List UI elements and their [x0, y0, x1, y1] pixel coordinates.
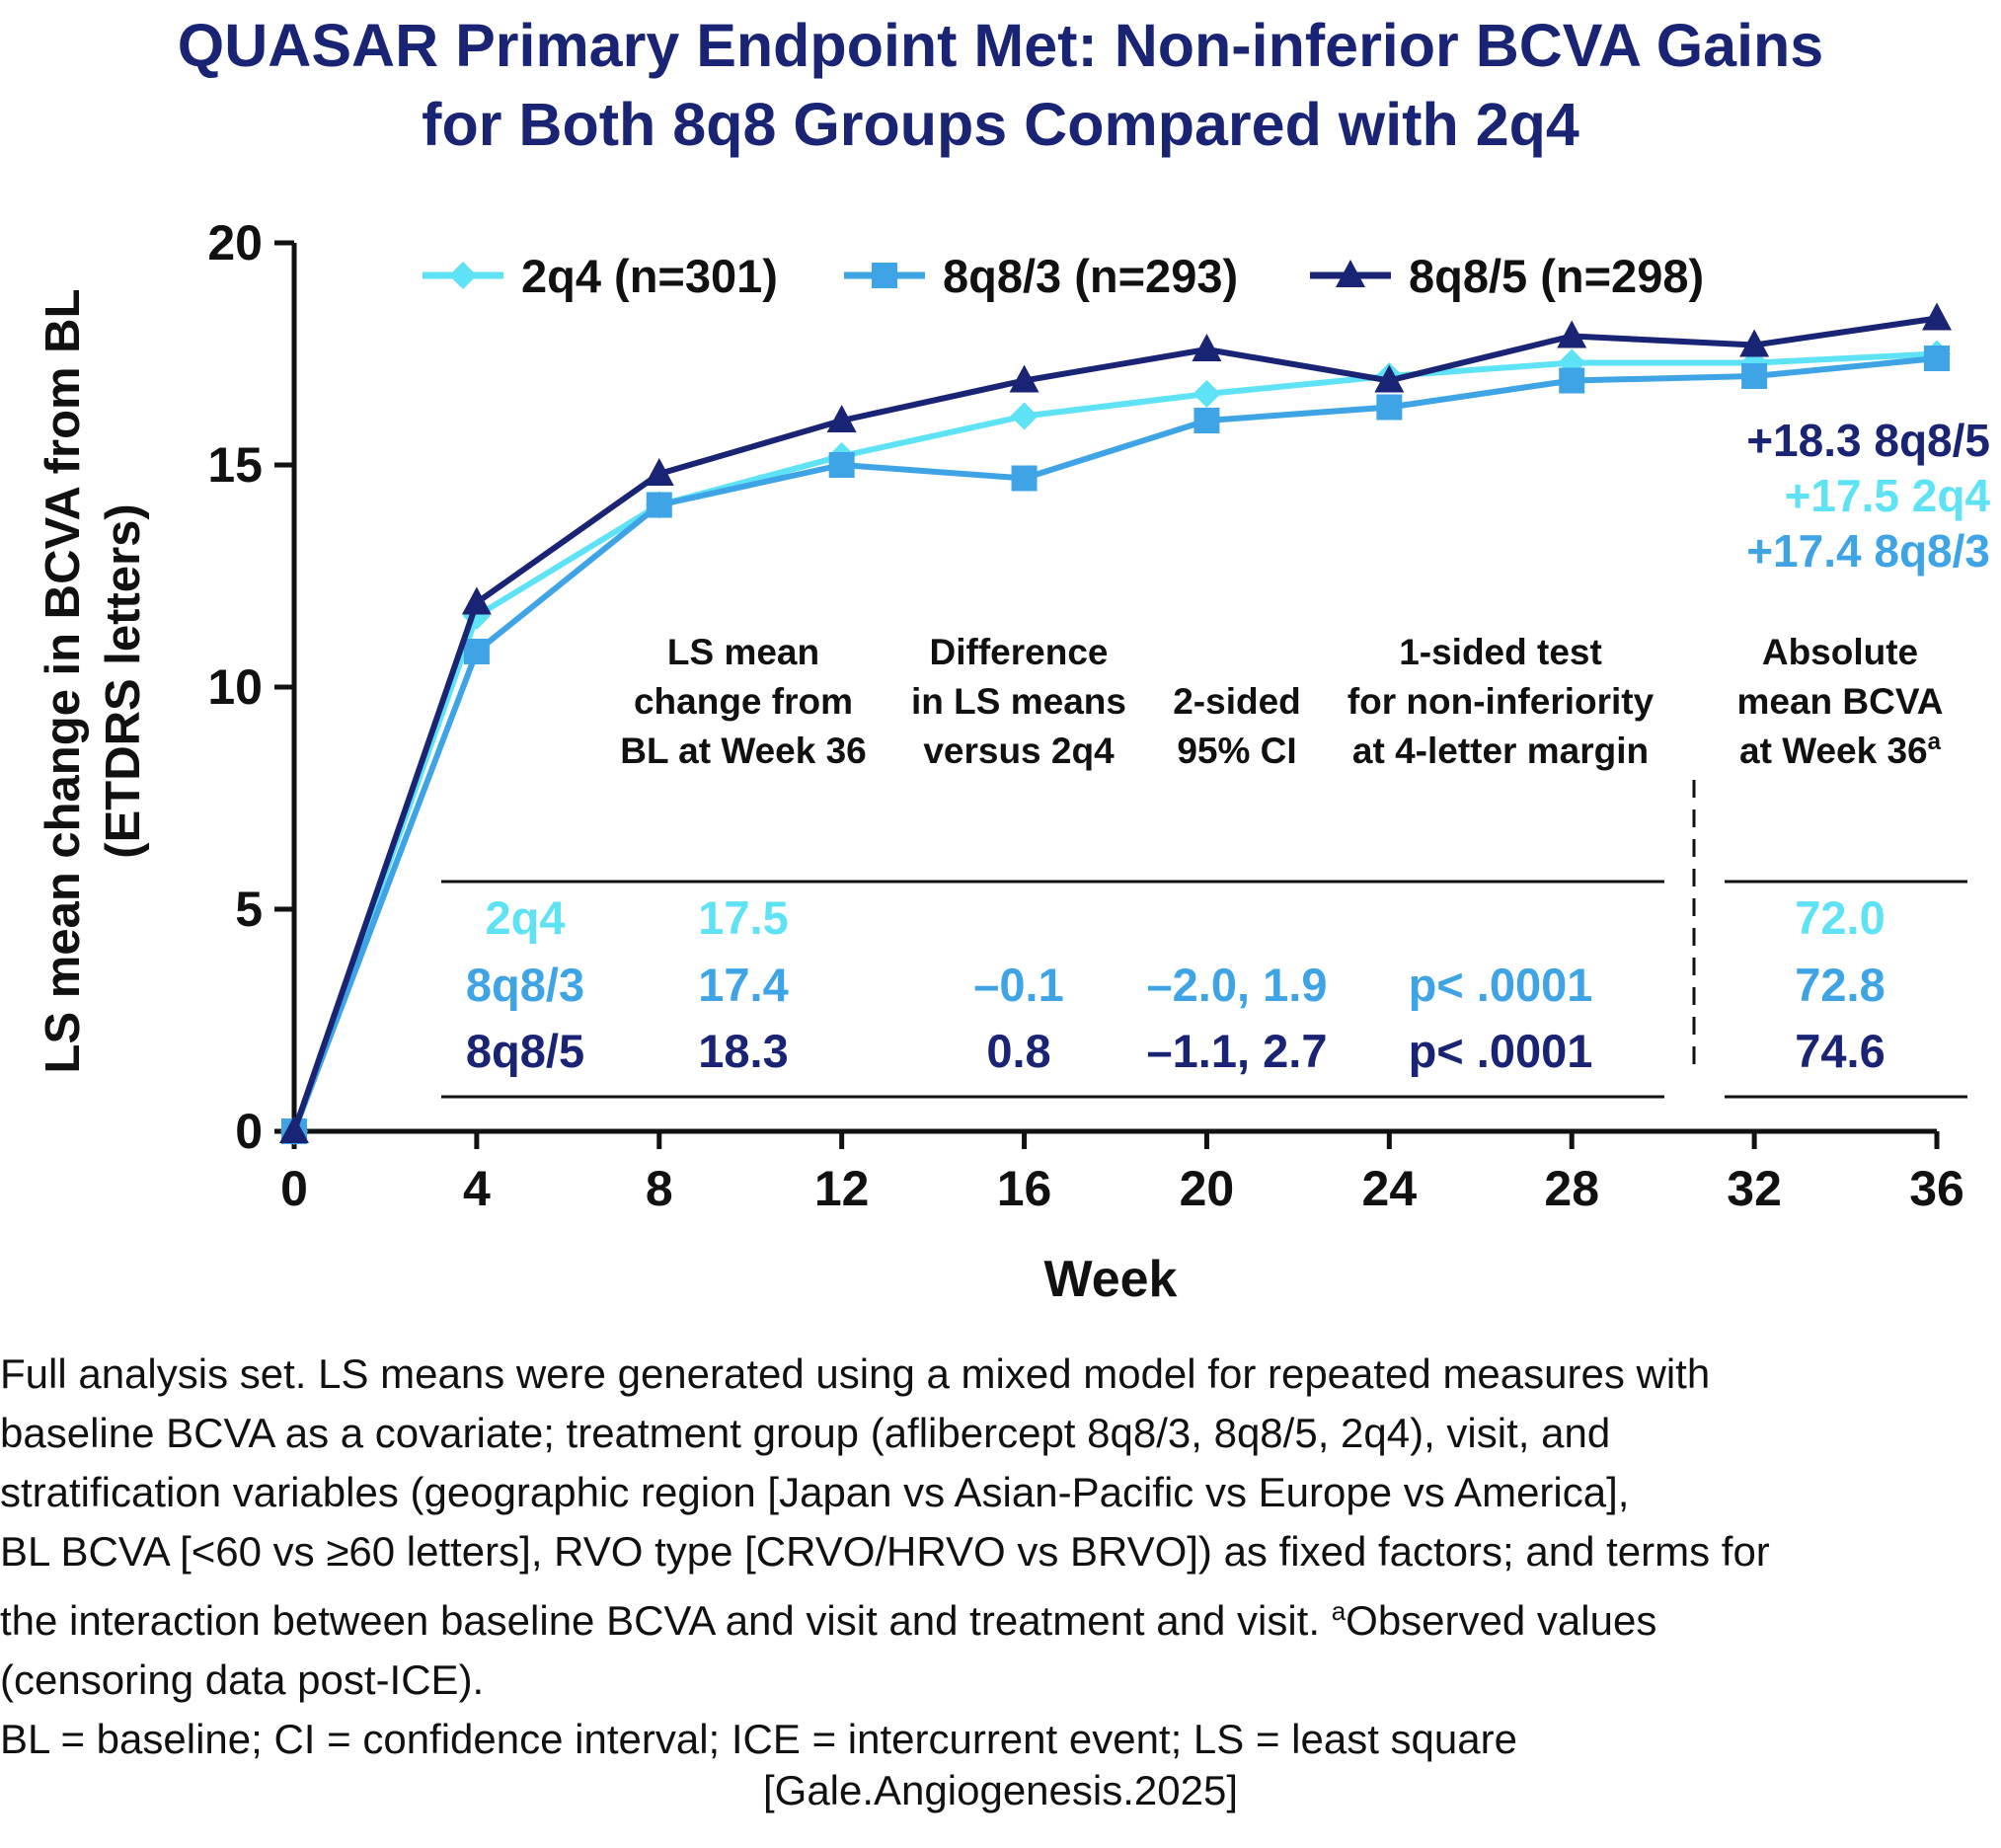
x-tick-label: 0 [280, 1161, 308, 1216]
table-header: 95% CI [1177, 731, 1296, 771]
data-point-8q8-5 [1739, 329, 1770, 357]
y-axis-title-line1: LS mean change in BCVA from BL [37, 289, 90, 1074]
series-line-8q8-3 [291, 355, 1938, 1133]
legend-marker [449, 262, 477, 289]
x-tick-label: 20 [1180, 1161, 1235, 1216]
table-cell: 17.5 [698, 891, 788, 944]
table-header: Difference [930, 632, 1109, 672]
footnote-text: the interaction between baseline BCVA an… [0, 1597, 1321, 1644]
data-point-8q8-5 [461, 586, 492, 615]
data-point-8q8-3 [646, 492, 672, 518]
table-header: change from [634, 681, 853, 722]
x-tick-label: 28 [1544, 1161, 1599, 1216]
y-tick-label: 15 [207, 437, 263, 493]
footnote-line: BL BCVA [<60 vs ≥60 letters], RVO type [… [0, 1528, 1770, 1575]
footnote-line: stratification variables (geographic reg… [0, 1469, 1630, 1515]
table-header: at 4-letter margin [1352, 731, 1649, 771]
footnote-line: (censoring data post-ICE). [0, 1656, 485, 1703]
end-value-label: +18.3 8q8/5 [1746, 415, 1990, 466]
table-cell: –1.1, 2.7 [1147, 1025, 1328, 1077]
data-point-8q8-3 [828, 452, 855, 478]
series-line-2q4 [291, 350, 1938, 1133]
table-cell: 18.3 [698, 1025, 788, 1077]
table-header: at Week 36a [1739, 729, 1942, 771]
x-tick-label: 8 [646, 1161, 673, 1216]
table-header: LS mean [667, 632, 819, 672]
data-point-8q8-3 [1741, 363, 1768, 389]
table-cell: 2q4 [486, 891, 566, 944]
table-cell: 74.6 [1795, 1025, 1885, 1077]
x-axis-title: Week [1044, 1251, 1178, 1308]
footnote-marker: a [1331, 1596, 1347, 1626]
data-point-8q8-3 [1559, 367, 1585, 394]
table-cell: p< .0001 [1409, 1025, 1593, 1077]
data-point-8q8-5 [1192, 334, 1222, 361]
table-cell: 8q8/5 [466, 1025, 584, 1077]
data-point-8q8-3 [463, 639, 490, 664]
data-point-2q4 [1010, 402, 1039, 430]
table-header: in LS means [911, 681, 1126, 722]
end-value-label: +17.5 2q4 [1785, 470, 1991, 521]
table-cell: 8q8/3 [466, 959, 584, 1011]
x-tick-label: 12 [814, 1161, 870, 1216]
line-chart: 0 5 10 15 20 0 4 8 12 16 20 24 28 32 36 Week LS mean cha… [37, 215, 1991, 1308]
table-header: versus 2q4 [923, 731, 1115, 771]
table-header: for non-inferiority [1347, 681, 1655, 722]
data-point-8q8-5 [1009, 364, 1039, 393]
y-tick-label: 10 [207, 659, 263, 715]
series-line-8q8-5 [291, 315, 1938, 1132]
footnote-line: the interaction between baseline BCVA an… [0, 1581, 1974, 1651]
legend-label: 2q4 (n=301) [521, 250, 778, 302]
legend-label: 8q8/5 (n=298) [1409, 250, 1704, 302]
table-header: Absolute [1762, 632, 1918, 672]
chart-title-line1: QUASAR Primary Endpoint Met: Non-inferio… [177, 12, 1824, 79]
table-header: BL at Week 36 [620, 731, 867, 771]
data-point-8q8-5 [644, 458, 674, 486]
end-value-label: +17.4 8q8/3 [1746, 525, 1990, 577]
chart-title: QUASAR Primary Endpoint Met: Non-inferio… [0, 6, 2001, 164]
legend-marker [872, 263, 897, 288]
data-point-8q8-5 [1922, 302, 1952, 331]
x-tick-label: 24 [1362, 1161, 1418, 1216]
table-header-superscript: a [1928, 729, 1942, 755]
footnote-line: Full analysis set. LS means were generat… [0, 1350, 1711, 1397]
data-point-8q8-5 [279, 1116, 309, 1143]
table-header: mean BCVA [1736, 681, 1943, 722]
table-cell: 72.0 [1795, 891, 1885, 944]
x-tick-label: 4 [463, 1161, 491, 1216]
footnote-text: Observed values [1346, 1597, 1657, 1644]
x-tick-label: 16 [997, 1161, 1052, 1216]
legend-marker [1336, 260, 1365, 287]
y-tick-label: 5 [235, 882, 263, 937]
table-cell: 17.4 [698, 959, 788, 1011]
x-tick-label: 36 [1909, 1161, 1964, 1216]
data-point-8q8-3 [1924, 346, 1950, 371]
citation: [Gale.Angiogenesis.2025] [762, 1767, 1238, 1813]
data-point-8q8-3 [1376, 394, 1403, 421]
x-tick-label: 32 [1727, 1161, 1782, 1216]
table-cell: 0.8 [986, 1025, 1050, 1077]
abbreviations: BL = baseline; CI = confidence interval;… [0, 1716, 1517, 1762]
data-point-8q8-3 [1193, 408, 1220, 433]
table-cell: 72.8 [1795, 959, 1885, 1011]
y-axis-title-line2: (ETDRS letters) [97, 503, 150, 858]
footnote-line: baseline BCVA as a covariate; treatment … [0, 1410, 1611, 1456]
table-header: 1-sided test [1399, 632, 1602, 672]
footnote: Full analysis set. LS means were generat… [0, 1345, 1974, 1769]
data-point-8q8-5 [1374, 364, 1405, 393]
table-cell: –2.0, 1.9 [1147, 959, 1328, 1011]
data-point-8q8-3 [1011, 465, 1038, 492]
chart-title-line2: for Both 8q8 Groups Compared with 2q4 [422, 91, 1579, 158]
data-point-2q4 [1193, 380, 1221, 408]
y-tick-label: 20 [207, 215, 263, 270]
table-cell: –0.1 [973, 959, 1063, 1011]
table-header: 2-sided [1173, 681, 1301, 722]
data-point-8q8-5 [1557, 320, 1587, 348]
legend-label: 8q8/3 (n=293) [943, 250, 1238, 302]
y-tick-label: 0 [235, 1104, 263, 1159]
table-cell: p< .0001 [1409, 959, 1593, 1011]
data-point-8q8-5 [826, 405, 857, 432]
